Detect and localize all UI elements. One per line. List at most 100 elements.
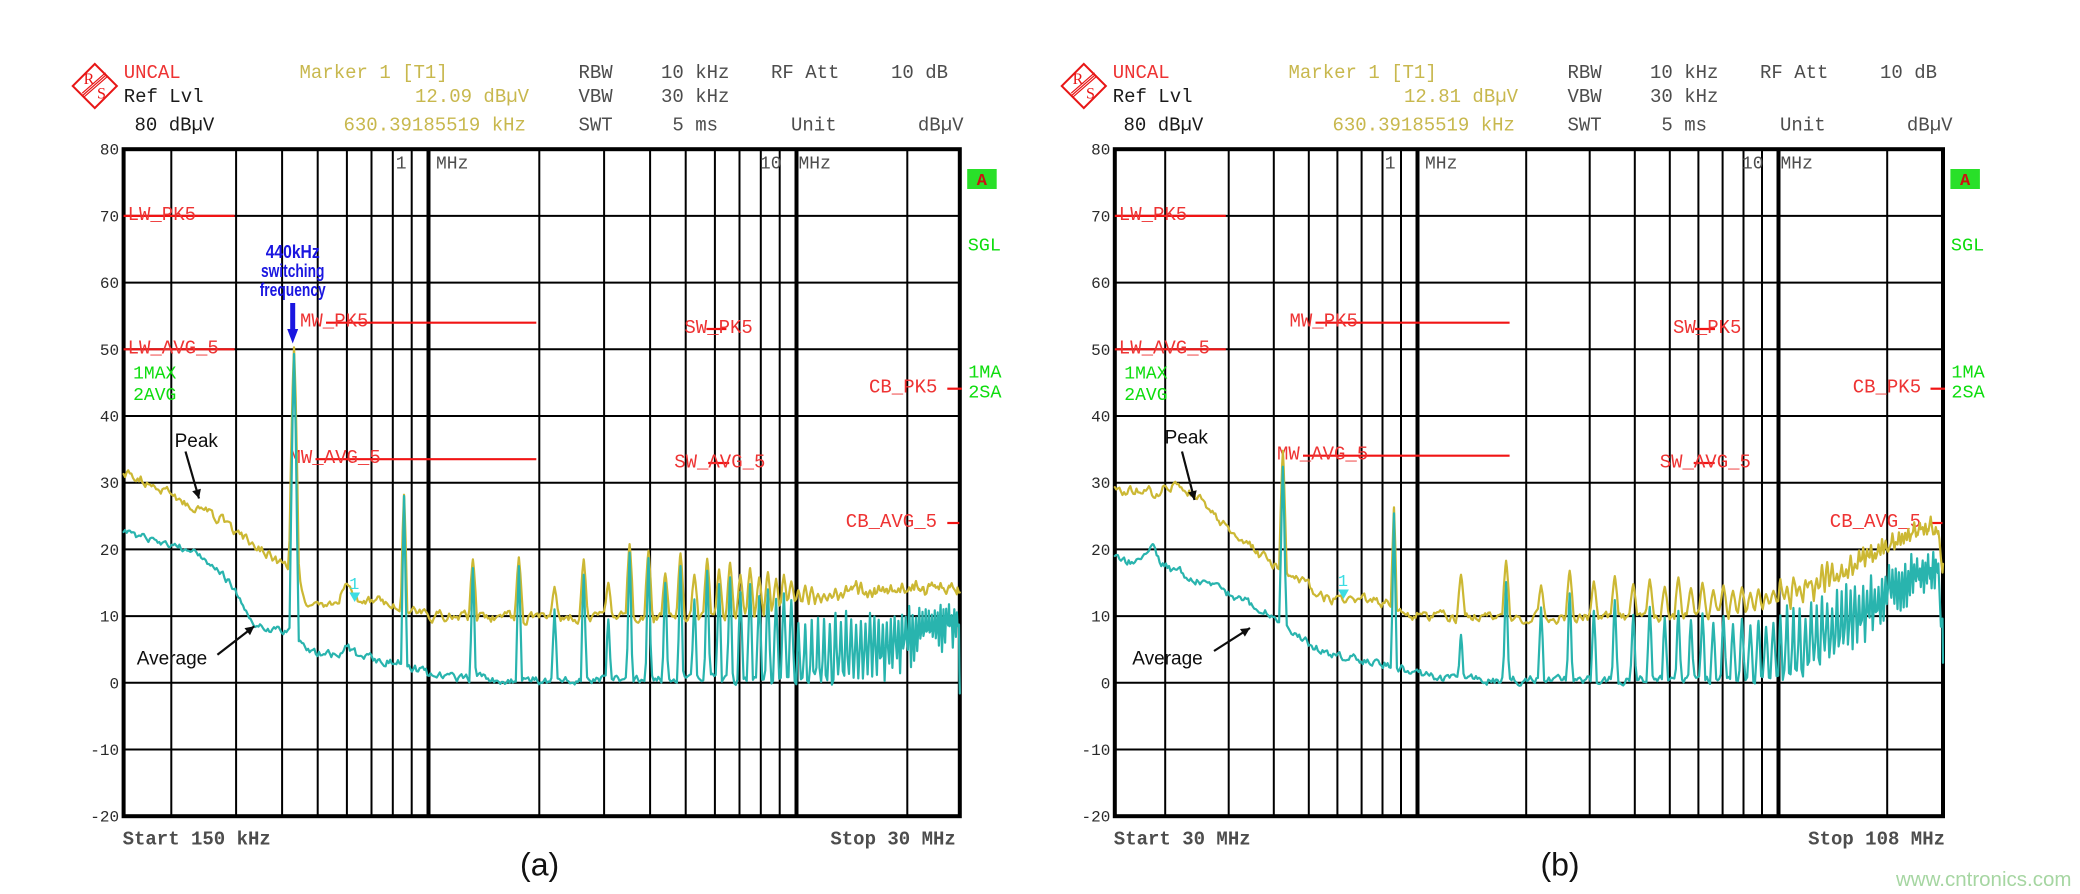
svg-text:switching: switching <box>261 261 325 281</box>
svg-text:R: R <box>1073 71 1084 88</box>
svg-text:10: 10 <box>1742 155 1764 175</box>
svg-text:Peak: Peak <box>175 431 219 452</box>
svg-text:-20: -20 <box>1081 809 1110 827</box>
svg-text:CB_AVG_5: CB_AVG_5 <box>846 511 937 533</box>
svg-text:630.39185519 kHz: 630.39185519 kHz <box>1333 115 1515 137</box>
svg-text:LW_AVG_5: LW_AVG_5 <box>1119 337 1210 359</box>
svg-text:10 dB: 10 dB <box>891 62 948 84</box>
svg-text:VBW: VBW <box>579 86 614 108</box>
svg-text:Peak: Peak <box>1165 428 1209 449</box>
svg-text:0: 0 <box>1101 675 1111 693</box>
svg-text:2AVG: 2AVG <box>1124 386 1167 406</box>
svg-text:S: S <box>97 86 106 103</box>
svg-text:70: 70 <box>1091 208 1110 226</box>
svg-text:Average: Average <box>137 649 207 670</box>
svg-text:SGL: SGL <box>968 236 1001 257</box>
svg-text:12.09 dBµV: 12.09 dBµV <box>415 86 530 108</box>
svg-text:80 dBµV: 80 dBµV <box>1124 115 1204 137</box>
svg-text:5 ms: 5 ms <box>672 115 718 137</box>
svg-text:(a): (a) <box>520 847 559 883</box>
svg-text:440kHz: 440kHz <box>266 242 320 262</box>
svg-text:10 kHz: 10 kHz <box>1650 62 1718 84</box>
svg-text:LW_PK5: LW_PK5 <box>1119 204 1187 226</box>
svg-text:Start 150 kHz: Start 150 kHz <box>123 829 271 851</box>
svg-text:MHz: MHz <box>436 155 468 175</box>
svg-text:dBµV: dBµV <box>1907 115 1953 137</box>
svg-text:MW_PK5: MW_PK5 <box>1290 311 1358 333</box>
svg-text:2AVG: 2AVG <box>133 386 176 406</box>
svg-text:1MAX: 1MAX <box>1124 365 1167 385</box>
svg-text:30: 30 <box>1091 475 1110 493</box>
svg-text:10: 10 <box>100 609 119 627</box>
svg-text:CB_PK5: CB_PK5 <box>869 377 937 399</box>
svg-text:SWT: SWT <box>579 115 613 137</box>
svg-text:dBµV: dBµV <box>918 115 964 137</box>
svg-text:0: 0 <box>109 675 119 693</box>
svg-text:MW_AVG_5: MW_AVG_5 <box>290 447 381 469</box>
svg-text:MHz: MHz <box>1781 155 1813 175</box>
svg-text:UNCAL: UNCAL <box>1113 62 1170 84</box>
svg-text:Stop 108 MHz: Stop 108 MHz <box>1808 829 1945 851</box>
svg-text:SW_PK5: SW_PK5 <box>1673 317 1741 339</box>
svg-text:30 kHz: 30 kHz <box>1650 86 1718 108</box>
svg-text:A: A <box>977 172 988 191</box>
svg-text:1MA: 1MA <box>968 363 1002 384</box>
svg-text:30 kHz: 30 kHz <box>661 86 729 108</box>
svg-text:10 dB: 10 dB <box>1880 62 1937 84</box>
svg-text:1: 1 <box>1385 155 1396 175</box>
svg-text:LW_AVG_5: LW_AVG_5 <box>128 337 219 359</box>
svg-text:SW_AVG_5: SW_AVG_5 <box>674 452 765 474</box>
svg-text:1: 1 <box>1338 573 1348 592</box>
svg-text:80: 80 <box>100 142 119 160</box>
svg-text:40: 40 <box>100 409 119 427</box>
svg-text:1: 1 <box>349 576 359 595</box>
svg-text:Unit: Unit <box>791 115 837 137</box>
svg-text:A: A <box>1960 172 1971 191</box>
svg-text:frequency: frequency <box>260 280 326 300</box>
svg-text:Start 30 MHz: Start 30 MHz <box>1114 829 1251 851</box>
svg-text:UNCAL: UNCAL <box>124 62 181 84</box>
svg-text:SW_PK5: SW_PK5 <box>684 317 752 339</box>
svg-text:630.39185519 kHz: 630.39185519 kHz <box>344 115 526 137</box>
svg-text:-20: -20 <box>90 809 119 827</box>
svg-text:www.cntronics.com: www.cntronics.com <box>1895 868 2071 891</box>
svg-text:40: 40 <box>1091 409 1110 427</box>
svg-text:Marker 1 [T1]: Marker 1 [T1] <box>300 62 448 84</box>
svg-text:2SA: 2SA <box>1951 383 1985 404</box>
svg-text:MW_PK5: MW_PK5 <box>300 311 368 333</box>
svg-text:R: R <box>84 71 95 88</box>
svg-text:20: 20 <box>100 542 119 560</box>
svg-text:Ref Lvl: Ref Lvl <box>124 86 204 108</box>
svg-text:10: 10 <box>760 155 782 175</box>
svg-text:5 ms: 5 ms <box>1661 115 1707 137</box>
svg-text:80: 80 <box>1091 142 1110 160</box>
svg-text:10: 10 <box>1091 609 1110 627</box>
svg-text:MW_AVG_5: MW_AVG_5 <box>1277 444 1368 466</box>
svg-text:RBW: RBW <box>579 62 614 84</box>
svg-text:-10: -10 <box>90 742 119 760</box>
svg-text:70: 70 <box>100 208 119 226</box>
svg-text:50: 50 <box>1091 342 1110 360</box>
svg-text:60: 60 <box>100 275 119 293</box>
svg-text:VBW: VBW <box>1568 86 1603 108</box>
svg-text:(b): (b) <box>1540 847 1579 883</box>
svg-text:RBW: RBW <box>1568 62 1603 84</box>
svg-text:Average: Average <box>1132 649 1202 670</box>
svg-text:-10: -10 <box>1081 742 1110 760</box>
svg-text:SW_AVG_5: SW_AVG_5 <box>1660 452 1751 474</box>
svg-text:20: 20 <box>1091 542 1110 560</box>
svg-text:Ref Lvl: Ref Lvl <box>1113 86 1193 108</box>
svg-text:SWT: SWT <box>1568 115 1602 137</box>
svg-text:1MAX: 1MAX <box>133 365 176 385</box>
svg-text:1MA: 1MA <box>1951 363 1985 384</box>
svg-text:RF Att: RF Att <box>1760 62 1828 84</box>
svg-text:MHz: MHz <box>799 155 831 175</box>
svg-text:2SA: 2SA <box>968 383 1002 404</box>
svg-text:Unit: Unit <box>1780 115 1826 137</box>
svg-text:RF Att: RF Att <box>771 62 839 84</box>
svg-text:Marker 1 [T1]: Marker 1 [T1] <box>1289 62 1437 84</box>
svg-text:CB_AVG_5: CB_AVG_5 <box>1830 511 1921 533</box>
svg-text:30: 30 <box>100 475 119 493</box>
svg-text:80 dBµV: 80 dBµV <box>135 115 215 137</box>
svg-text:1: 1 <box>396 155 407 175</box>
